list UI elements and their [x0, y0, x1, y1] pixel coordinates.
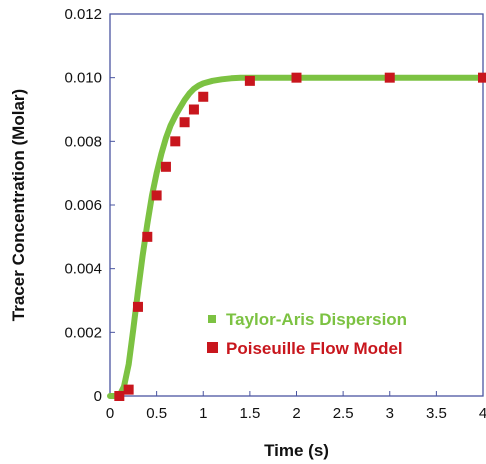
x-tick-label: 0.5	[146, 405, 167, 422]
y-tick-label: 0.004	[64, 261, 102, 278]
x-tick-label: 3.5	[426, 405, 447, 422]
x-tick-label: 3	[386, 405, 394, 422]
data-point-poiseuille	[151, 190, 162, 201]
y-tick-label: 0	[94, 388, 102, 405]
legend-label-poiseuille: Poiseuille Flow Model	[226, 339, 403, 358]
x-tick-label: 1.5	[239, 405, 260, 422]
data-point-poiseuille	[160, 161, 171, 172]
y-axis-title: Tracer Concentration (Molar)	[9, 89, 28, 321]
data-point-poiseuille	[179, 117, 190, 128]
x-tick-label: 1	[199, 405, 207, 422]
x-tick-label: 2.5	[333, 405, 354, 422]
data-point-poiseuille	[114, 391, 125, 401]
legend: Taylor-Aris Dispersion Poiseuille Flow M…	[207, 310, 407, 358]
x-axis-title: Time (s)	[264, 441, 329, 460]
x-axis-ticks: 0 0.5 1 1.5 2 2.5 3 3.5 4	[106, 391, 486, 422]
data-point-poiseuille	[198, 91, 209, 102]
data-point-poiseuille	[188, 104, 199, 115]
data-point-poiseuille	[384, 72, 395, 83]
x-tick-label: 4	[479, 405, 486, 422]
data-point-poiseuille	[170, 136, 181, 147]
data-point-poiseuille	[291, 72, 302, 83]
data-point-poiseuille	[132, 301, 143, 312]
legend-label-taylor-aris: Taylor-Aris Dispersion	[226, 310, 407, 329]
series-layer	[107, 72, 486, 401]
data-point-poiseuille	[478, 72, 486, 83]
series-line-taylor-aris	[107, 74, 486, 399]
y-tick-label: 0.012	[64, 6, 102, 23]
x-tick-label: 2	[292, 405, 300, 422]
y-tick-label: 0.006	[64, 197, 102, 214]
data-point-poiseuille	[142, 231, 153, 242]
y-tick-label: 0.010	[64, 70, 102, 87]
y-tick-label: 0.008	[64, 133, 102, 150]
data-point-poiseuille	[123, 384, 134, 395]
legend-swatch-poiseuille	[207, 342, 218, 353]
y-tick-label: 0.002	[64, 324, 102, 341]
data-point-poiseuille	[244, 75, 255, 86]
y-axis-ticks: 0 0.002 0.004 0.006 0.008 0.010 0.012	[64, 6, 115, 405]
x-tick-label: 0	[106, 405, 114, 422]
legend-swatch-taylor-aris	[208, 315, 216, 323]
